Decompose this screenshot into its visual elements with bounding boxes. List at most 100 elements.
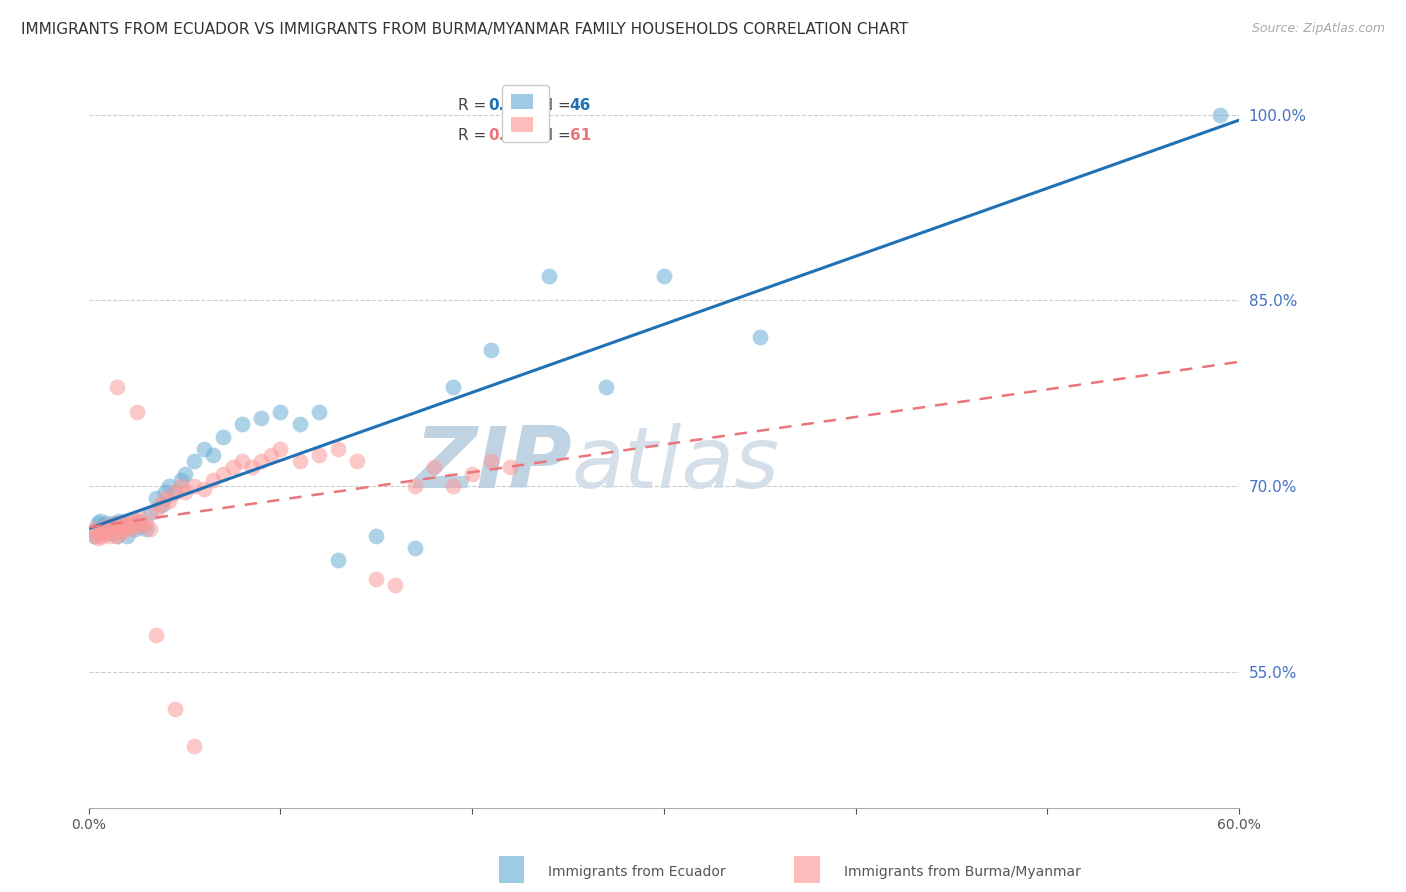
Point (173, 467, 195, 481)
Point (112, 522, 135, 536)
Point (124, 522, 146, 536)
Point (149, 498, 172, 512)
Point (100, 522, 122, 536)
Point (107, 380, 129, 394)
Point (269, 405, 291, 419)
Point (108, 518, 131, 533)
Point (93, 522, 115, 536)
Point (308, 448, 330, 462)
Point (479, 343, 502, 357)
Point (366, 572, 388, 586)
Point (170, 473, 193, 487)
Point (87, 531, 110, 545)
Text: 46: 46 (569, 98, 591, 113)
Point (269, 442, 291, 456)
Point (94, 516, 117, 531)
Point (150, 498, 173, 512)
Point (652, 268, 675, 283)
Text: Immigrants from Ecuador: Immigrants from Ecuador (548, 865, 725, 880)
Point (461, 467, 484, 481)
Point (404, 541, 426, 555)
Point (1209, 107, 1232, 121)
Point (129, 518, 152, 533)
Point (212, 467, 235, 481)
Point (183, 454, 205, 468)
Point (479, 454, 502, 468)
Point (231, 454, 253, 468)
Point (250, 411, 273, 425)
Point (124, 518, 146, 533)
Point (157, 479, 180, 493)
Text: N =: N = (531, 128, 575, 143)
Text: IMMIGRANTS FROM ECUADOR VS IMMIGRANTS FROM BURMA/MYANMAR FAMILY HOUSEHOLDS CORRE: IMMIGRANTS FROM ECUADOR VS IMMIGRANTS FR… (21, 22, 908, 37)
Point (423, 460, 446, 475)
Legend: , : , (502, 85, 550, 142)
Point (231, 417, 253, 431)
Point (441, 380, 464, 394)
Point (118, 514, 141, 528)
Point (173, 485, 195, 500)
Point (100, 518, 122, 533)
Point (98, 518, 121, 533)
Point (170, 479, 193, 493)
Point (366, 528, 388, 542)
Point (94, 518, 117, 533)
Point (112, 518, 135, 533)
Point (135, 522, 157, 536)
Point (114, 516, 136, 531)
Point (308, 405, 330, 419)
Point (250, 454, 273, 468)
Point (110, 526, 132, 541)
Point (441, 479, 464, 493)
Point (155, 491, 177, 506)
Point (108, 514, 131, 528)
Point (104, 516, 127, 531)
Point (120, 516, 142, 531)
Point (125, 514, 148, 528)
Point (163, 702, 186, 716)
Point (288, 417, 311, 431)
Point (221, 460, 243, 475)
Point (288, 454, 311, 468)
Text: 0.318: 0.318 (488, 128, 536, 143)
Point (107, 528, 129, 542)
Point (83, 522, 105, 536)
Point (193, 482, 215, 496)
Point (595, 380, 617, 394)
Point (202, 473, 225, 487)
Point (135, 516, 157, 531)
Text: 61: 61 (569, 128, 591, 143)
Point (107, 528, 129, 542)
Point (89, 514, 111, 528)
Text: Source: ZipAtlas.com: Source: ZipAtlas.com (1251, 22, 1385, 36)
Point (748, 330, 770, 344)
Point (145, 491, 167, 506)
Point (89, 526, 111, 541)
Point (93, 522, 115, 536)
Point (97, 524, 120, 539)
Point (326, 553, 349, 567)
Text: Immigrants from Burma/Myanmar: Immigrants from Burma/Myanmar (844, 865, 1080, 880)
Text: ZIP: ZIP (415, 423, 572, 506)
Point (97, 526, 120, 541)
Point (145, 504, 167, 518)
Point (98, 528, 121, 542)
Text: N =: N = (531, 98, 575, 113)
Point (83, 528, 105, 542)
Point (139, 522, 162, 536)
Point (145, 627, 167, 641)
Point (537, 268, 560, 283)
Point (193, 442, 215, 456)
Point (91, 528, 114, 542)
Point (163, 485, 186, 500)
Point (121, 516, 143, 531)
Point (103, 522, 125, 536)
Text: 0.714: 0.714 (488, 98, 536, 113)
Point (125, 514, 148, 528)
Text: R =: R = (458, 98, 491, 113)
Point (91, 518, 114, 533)
Point (202, 448, 225, 462)
Point (499, 460, 522, 475)
Point (115, 518, 138, 533)
Point (260, 448, 283, 462)
